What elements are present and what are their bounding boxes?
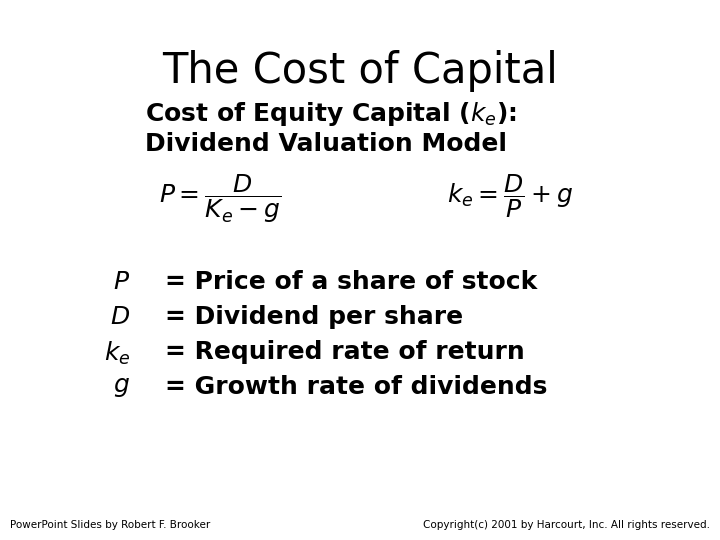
Text: $k_e = \dfrac{D}{P} + g$: $k_e = \dfrac{D}{P} + g$ (446, 172, 573, 220)
Text: = Dividend per share: = Dividend per share (165, 305, 463, 329)
Text: Cost of Equity Capital ($k_e$):: Cost of Equity Capital ($k_e$): (145, 100, 517, 128)
Text: $g$: $g$ (113, 375, 130, 399)
Text: $k_e$: $k_e$ (104, 340, 130, 367)
Text: Copyright(c) 2001 by Harcourt, Inc. All rights reserved.: Copyright(c) 2001 by Harcourt, Inc. All … (423, 520, 710, 530)
Text: The Cost of Capital: The Cost of Capital (162, 50, 558, 92)
Text: $D$: $D$ (110, 305, 130, 329)
Text: = Required rate of return: = Required rate of return (165, 340, 525, 364)
Text: = Price of a share of stock: = Price of a share of stock (165, 270, 537, 294)
Text: = Growth rate of dividends: = Growth rate of dividends (165, 375, 547, 399)
Text: $P$: $P$ (113, 270, 130, 294)
Text: PowerPoint Slides by Robert F. Brooker: PowerPoint Slides by Robert F. Brooker (10, 520, 210, 530)
Text: Dividend Valuation Model: Dividend Valuation Model (145, 132, 507, 156)
Text: $P = \dfrac{D}{K_e - g}$: $P = \dfrac{D}{K_e - g}$ (159, 172, 281, 225)
